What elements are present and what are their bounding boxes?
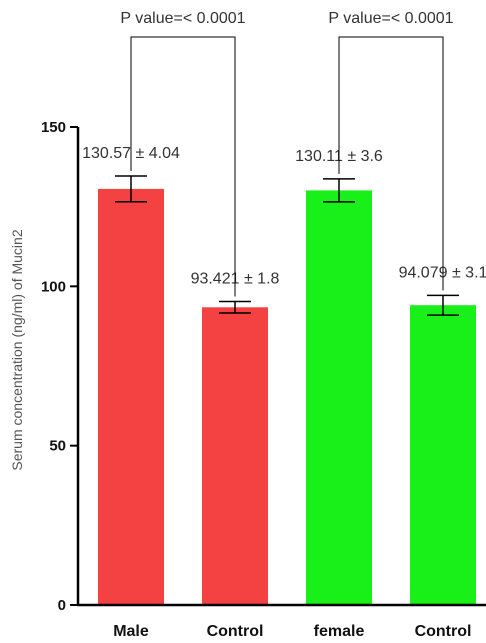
bar	[98, 188, 164, 605]
y-tick-label: 150	[41, 119, 66, 136]
bar	[202, 307, 268, 605]
y-axis-ticks: 0 50 100 150	[41, 119, 78, 614]
y-tick-label: 100	[41, 278, 66, 295]
data-label: 94.079 ± 3.1	[399, 264, 486, 281]
significance-bracket	[130, 36, 236, 297]
bar	[306, 190, 372, 605]
bar	[410, 305, 476, 605]
x-tick-label: Control	[415, 623, 472, 640]
comparison-brackets: P value=< 0.0001 P value=< 0.0001	[120, 10, 454, 297]
bars	[98, 188, 476, 605]
significance-bracket	[338, 36, 444, 291]
error-bars	[115, 175, 459, 316]
p-value-label: P value=< 0.0001	[328, 10, 453, 27]
y-tick-label: 0	[58, 597, 66, 614]
y-tick-label: 50	[49, 438, 66, 455]
y-axis-label: Serum concentration (ng/ml) of Mucin2	[9, 229, 25, 470]
p-value-label: P value=< 0.0001	[120, 10, 245, 27]
x-tick-label: Male	[113, 623, 149, 640]
x-tick-label: Control	[207, 623, 264, 640]
x-axis-ticks: Male Control female Control	[113, 623, 471, 640]
x-tick-label: female	[314, 623, 365, 640]
